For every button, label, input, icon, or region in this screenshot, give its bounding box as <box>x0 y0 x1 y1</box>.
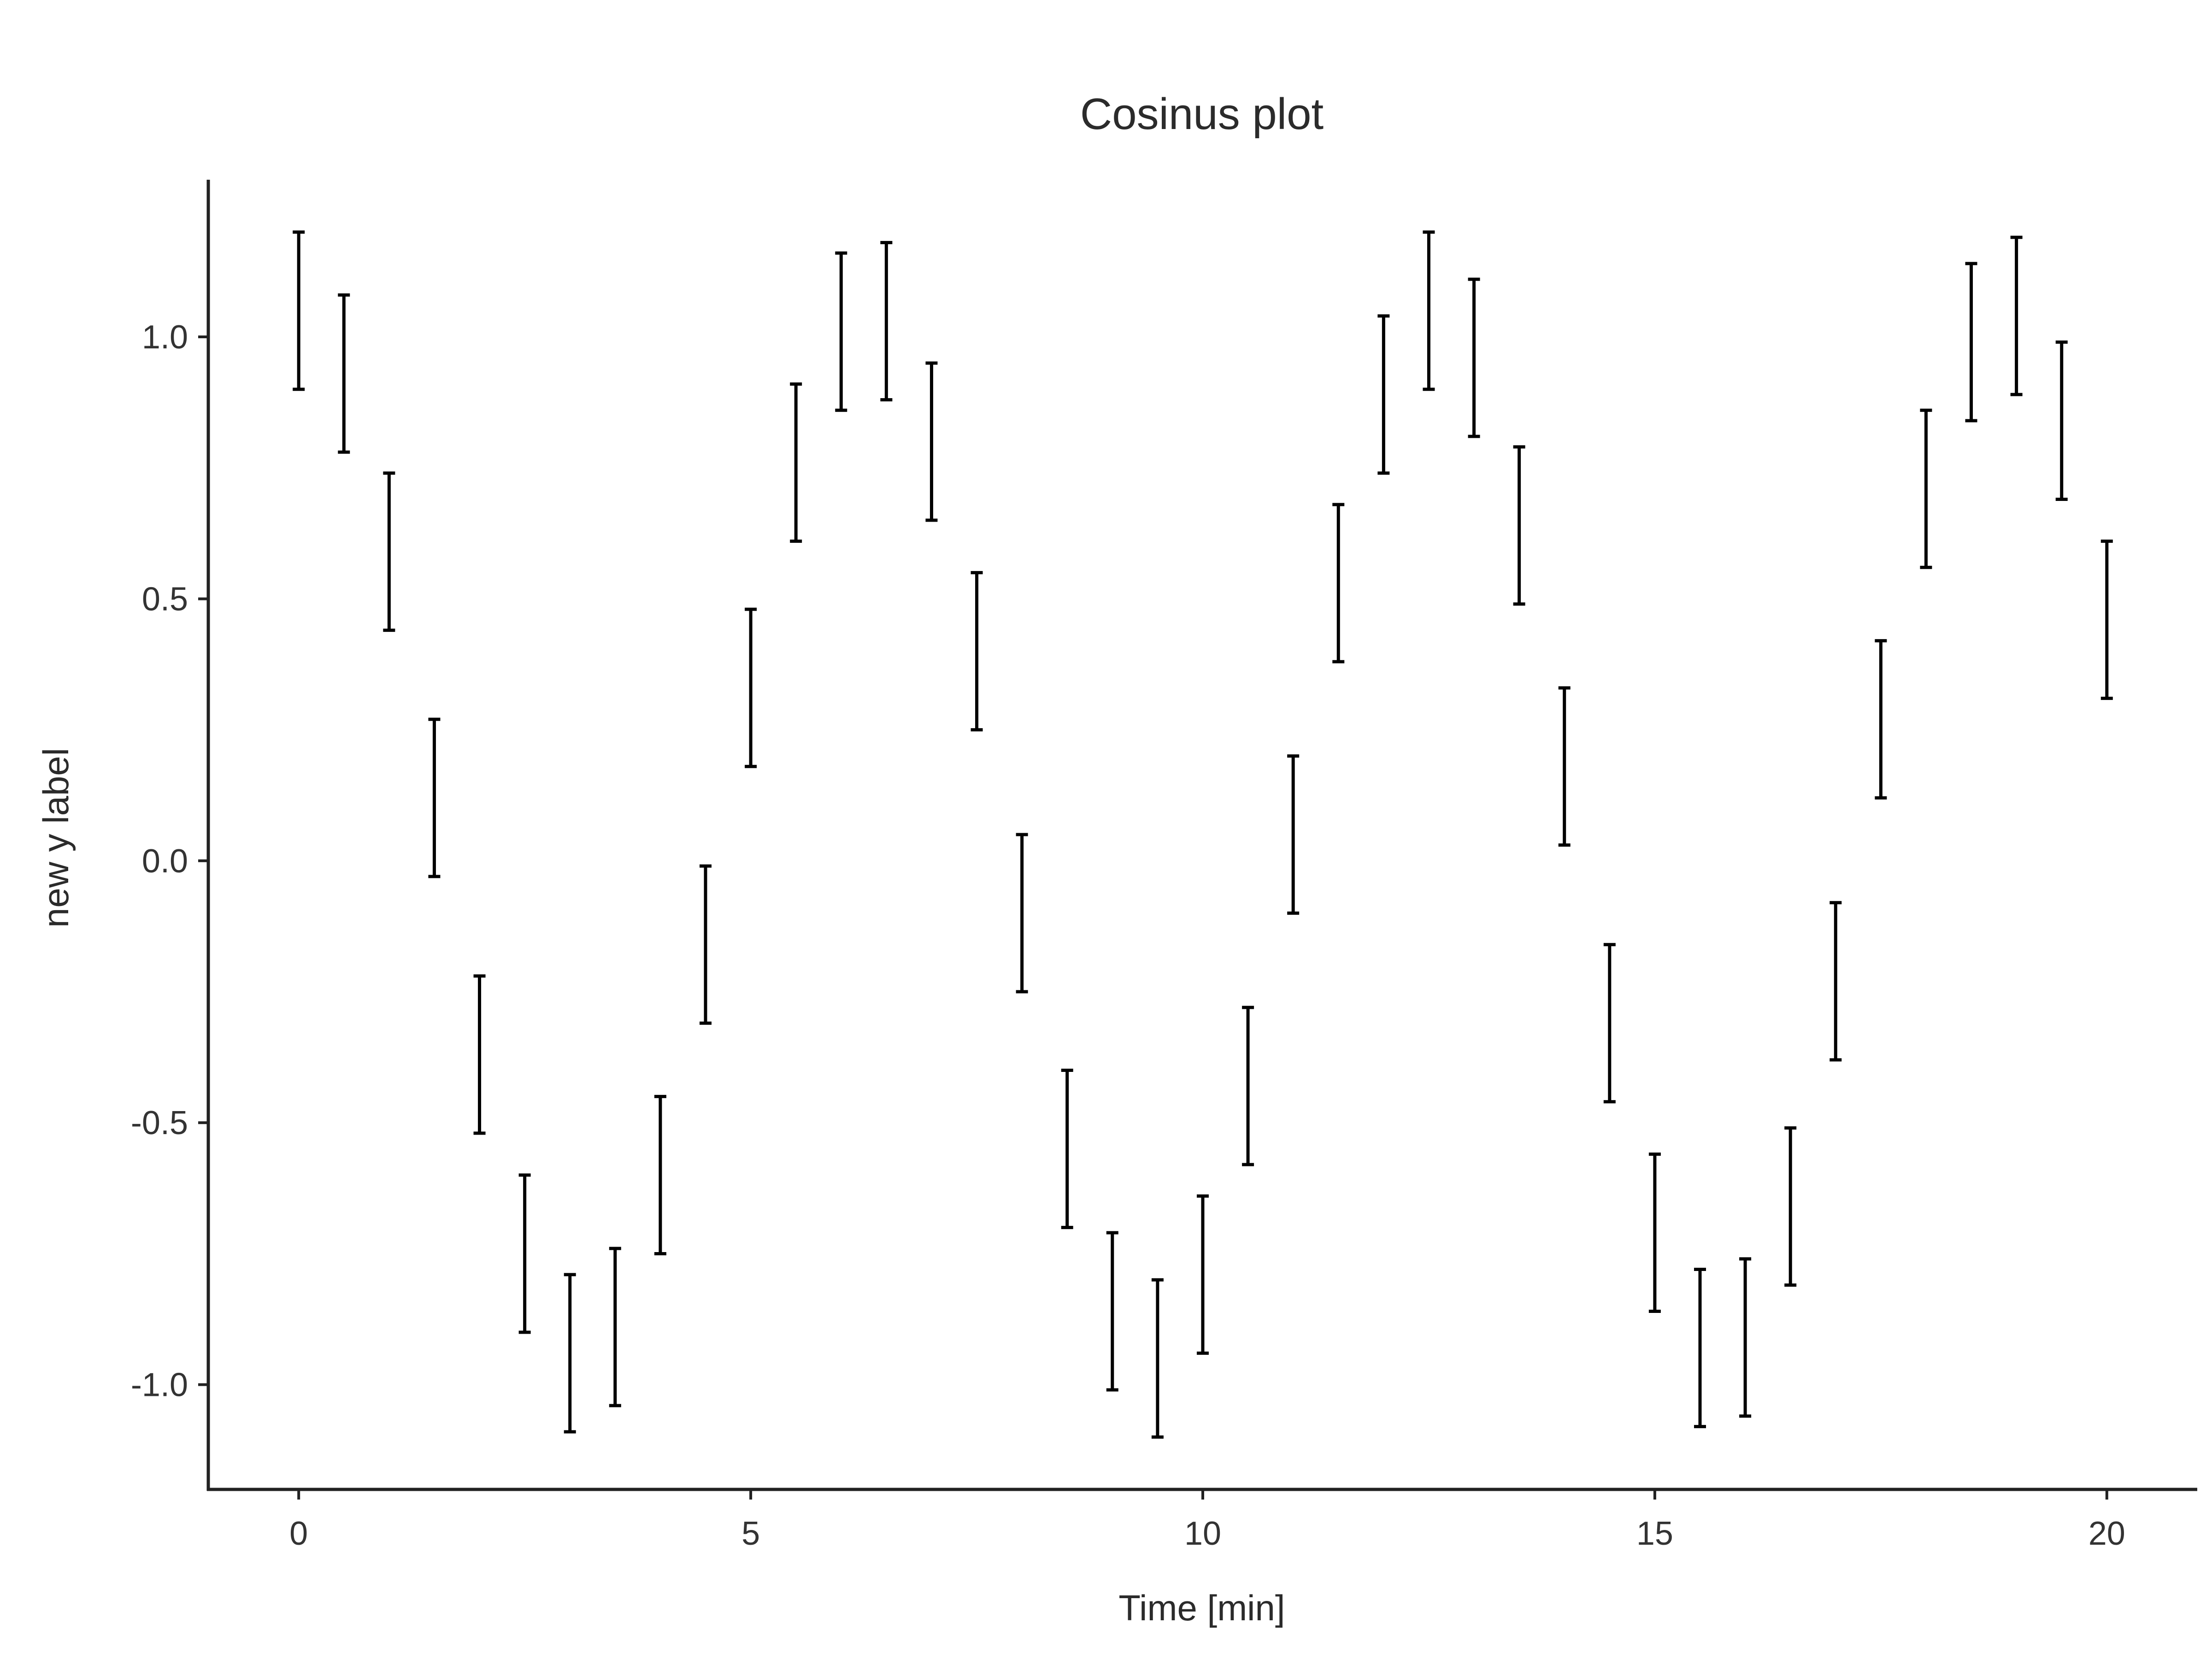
error-bar <box>2100 539 2113 700</box>
x-tick-label: 0 <box>289 1515 308 1552</box>
error-bar <box>428 718 441 878</box>
error-bar <box>1332 503 1345 664</box>
y-tick-label: -0.5 <box>131 1105 188 1141</box>
tick-layer: 0 5 10 15 20 -1.0 -0.5 0.0 0.5 1.0 <box>131 319 2125 1552</box>
error-bar <box>1603 943 1616 1104</box>
chart-title: Cosinus plot <box>1080 89 1324 139</box>
error-bar <box>1558 686 1571 847</box>
error-bar <box>2010 235 2023 396</box>
error-bar <box>1423 230 1435 391</box>
error-bar <box>1016 833 1028 994</box>
error-bar <box>1513 445 1525 606</box>
error-bar <box>1648 1152 1661 1313</box>
error-bar <box>1965 262 1977 423</box>
error-bar <box>1377 314 1390 475</box>
error-bar <box>2055 340 2068 501</box>
error-bar <box>1830 901 1842 1062</box>
error-bar-layer <box>293 230 2113 1439</box>
error-bar <box>1739 1257 1752 1418</box>
error-bar <box>745 607 757 768</box>
y-tick-label: -1.0 <box>131 1367 188 1404</box>
error-bar <box>609 1247 621 1407</box>
error-bar <box>518 1173 531 1334</box>
error-bar <box>880 241 893 401</box>
error-bar <box>1151 1278 1164 1439</box>
error-bar <box>1875 639 1887 800</box>
error-bar <box>971 571 983 732</box>
error-bar <box>1106 1231 1118 1392</box>
error-bar <box>1694 1268 1706 1429</box>
error-bar <box>338 293 350 454</box>
y-tick-label: 0.5 <box>142 581 188 618</box>
error-bar <box>1920 408 1932 569</box>
error-bar <box>383 471 395 632</box>
error-bar <box>564 1273 576 1434</box>
y-axis-label: new y label <box>35 748 76 928</box>
y-tick-label: 1.0 <box>142 319 188 356</box>
error-bar <box>1061 1069 1073 1230</box>
error-bar <box>835 251 847 412</box>
x-tick-label: 20 <box>2088 1515 2125 1552</box>
y-tick-label: 0.0 <box>142 843 188 880</box>
error-bar <box>1197 1194 1209 1355</box>
error-bar <box>1242 1006 1254 1166</box>
error-bar <box>925 361 938 522</box>
x-tick-label: 10 <box>1184 1515 1221 1552</box>
x-tick-label: 15 <box>1636 1515 1673 1552</box>
error-bar <box>1784 1126 1797 1287</box>
error-bar <box>1287 754 1300 915</box>
x-axis-label: Time [min] <box>1118 1588 1285 1628</box>
error-bar <box>1468 277 1480 438</box>
error-bar <box>700 864 712 1025</box>
error-bar <box>654 1094 666 1255</box>
error-bar <box>473 974 486 1135</box>
x-tick-label: 5 <box>741 1515 760 1552</box>
error-bar <box>790 382 802 543</box>
error-bar <box>293 230 305 391</box>
